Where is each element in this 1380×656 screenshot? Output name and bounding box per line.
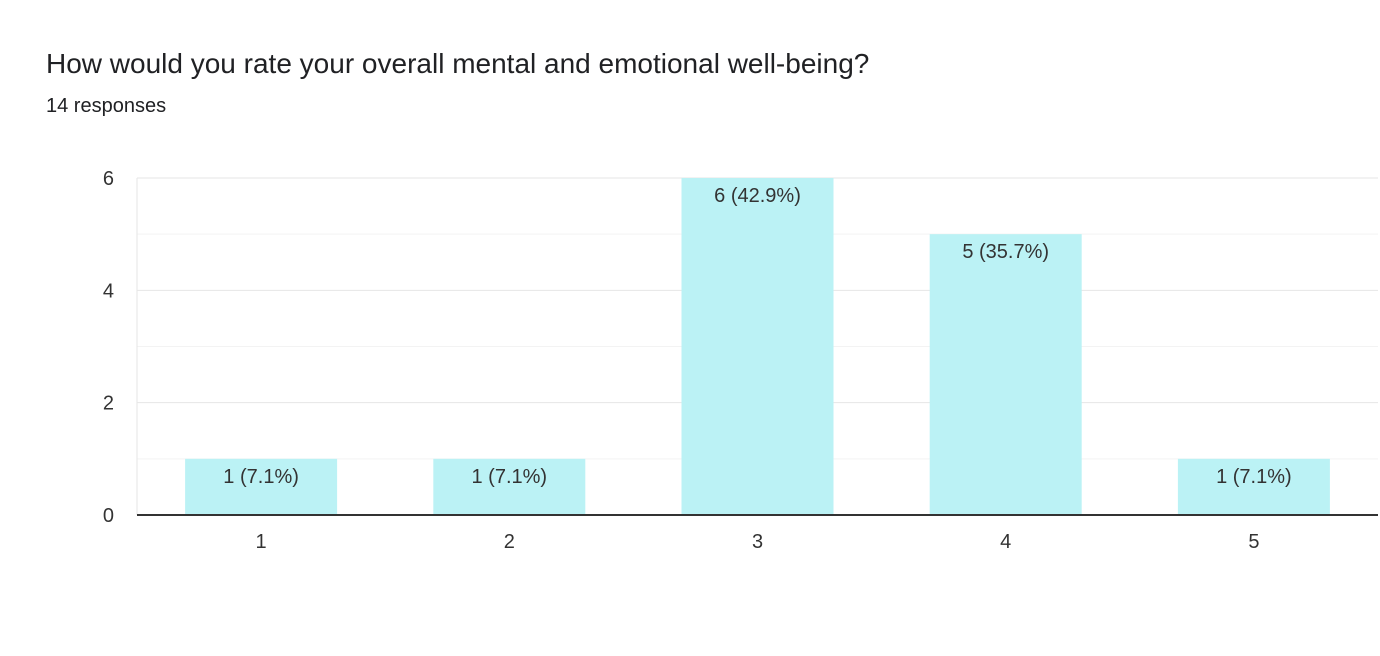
data-label-2: 1 (7.1%) xyxy=(472,466,548,488)
x-tick-label: 1 xyxy=(256,531,267,553)
y-tick-label: 6 xyxy=(103,168,114,190)
data-label-3: 6 (42.9%) xyxy=(714,185,801,207)
chart-title: How would you rate your overall mental a… xyxy=(46,48,870,79)
data-labels: 1 (7.1%) 1 (7.1%) 6 (42.9%) 5 (35.7%) 1 (7.1… xyxy=(223,185,1291,488)
bar-4 xyxy=(929,234,1082,515)
bar-5 xyxy=(1177,458,1330,515)
data-label-4: 5 (35.7%) xyxy=(962,241,1049,263)
y-tick-label: 2 xyxy=(103,393,114,415)
y-tick-label: 0 xyxy=(103,505,114,527)
data-label-1: 1 (7.1%) xyxy=(223,466,299,488)
response-count: 14 responses xyxy=(46,95,167,117)
y-tick-label: 4 xyxy=(103,280,114,302)
bar-2 xyxy=(433,458,586,515)
bar-1 xyxy=(185,458,338,515)
x-tick-label: 3 xyxy=(752,531,763,553)
axes: 0 2 4 6 1 2 3 4 5 xyxy=(103,168,1378,553)
x-tick-label: 5 xyxy=(1248,531,1259,553)
x-tick-label: 2 xyxy=(504,531,515,553)
x-tick-label: 4 xyxy=(1000,531,1011,553)
bars xyxy=(185,178,1330,515)
bar-3 xyxy=(681,178,834,515)
data-label-5: 1 (7.1%) xyxy=(1216,466,1292,488)
